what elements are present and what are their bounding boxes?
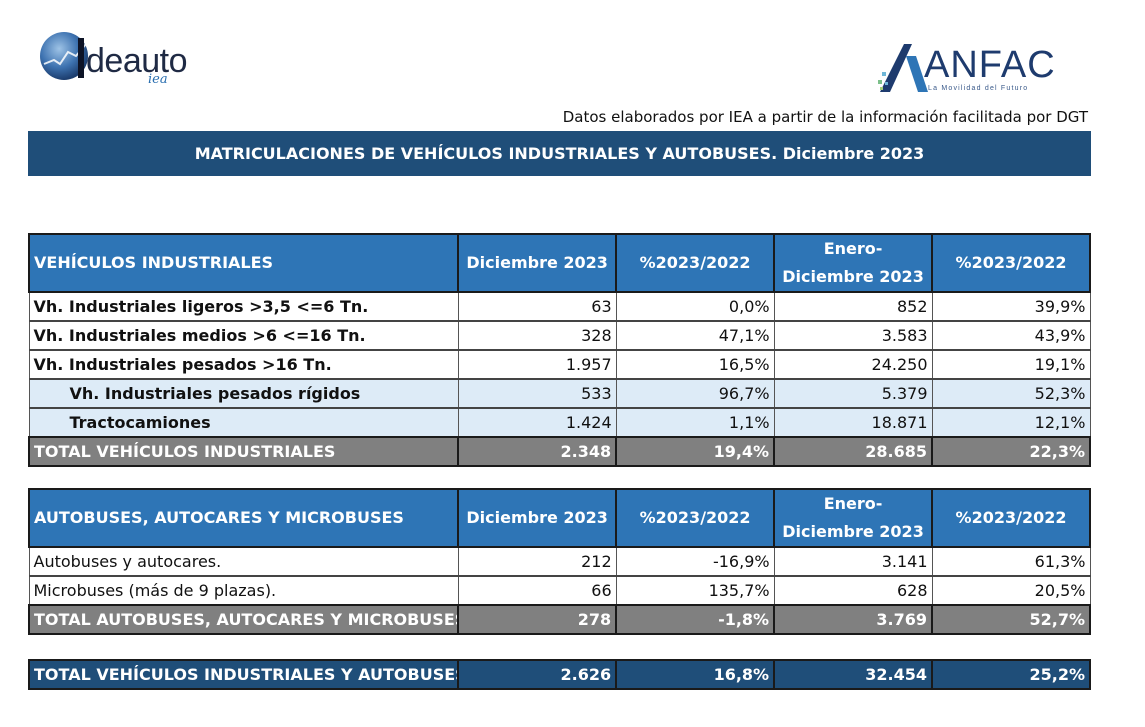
row-label: TOTAL AUTOBUSES, AUTOCARES Y MICROBUSES xyxy=(27,604,460,635)
cell-ene-dic: 32.454 xyxy=(773,659,934,690)
cell-dic: 66 xyxy=(457,575,617,606)
row-label: Autobuses y autocares. xyxy=(28,546,459,577)
table-row: Microbuses (más de 9 plazas). 66 135,7% … xyxy=(28,575,1091,606)
cell-dic: 278 xyxy=(457,604,618,635)
row-label: Tractocamiones xyxy=(28,407,459,438)
grand-total-table: TOTAL VEHÍCULOS INDUSTRIALES Y AUTOBUSES… xyxy=(27,659,1091,690)
cell-pct: 43,9% xyxy=(931,320,1091,351)
ideauto-brand: deauto xyxy=(86,42,188,80)
cell-pct: 61,3% xyxy=(931,546,1091,577)
anfac-name: ANFAC xyxy=(924,44,1056,86)
cell-dic: 1.957 xyxy=(457,349,617,380)
row-label: Vh. Industriales ligeros >3,5 <=6 Tn. xyxy=(28,291,459,322)
cell-dic: 2.348 xyxy=(457,436,618,467)
cell-pct: 22,3% xyxy=(931,436,1091,467)
industrial-vehicles-table: VEHÍCULOS INDUSTRIALES Diciembre 2023 %2… xyxy=(27,233,1091,467)
buses-table: AUTOBUSES, AUTOCARES Y MICROBUSES Diciem… xyxy=(27,488,1091,635)
column-header: Diciembre 2023 xyxy=(457,488,618,548)
table-row: Vh. Industriales pesados >16 Tn. 1.957 1… xyxy=(28,349,1091,380)
cell-ene-dic: 18.871 xyxy=(773,407,933,438)
cell-ene-dic: 3.769 xyxy=(773,604,934,635)
cell-pct: 135,7% xyxy=(615,575,775,606)
cell-dic: 2.626 xyxy=(457,659,618,690)
cell-pct: -1,8% xyxy=(615,604,776,635)
cell-ene-dic: 3.583 xyxy=(773,320,933,351)
column-header: Enero-Diciembre 2023 xyxy=(773,488,934,548)
cell-dic: 63 xyxy=(457,291,617,322)
cell-ene-dic: 852 xyxy=(773,291,933,322)
cell-pct: 47,1% xyxy=(615,320,775,351)
cell-dic: 328 xyxy=(457,320,617,351)
table-header-row: AUTOBUSES, AUTOCARES Y MICROBUSES Diciem… xyxy=(27,488,1091,548)
column-header: AUTOBUSES, AUTOCARES Y MICROBUSES xyxy=(27,488,460,548)
cell-pct: -16,9% xyxy=(615,546,775,577)
cell-pct: 16,8% xyxy=(615,659,776,690)
cell-ene-dic: 3.141 xyxy=(773,546,933,577)
anfac-logo: ANFAC La Movilidad del Futuro xyxy=(876,38,1055,98)
grand-total-row: TOTAL VEHÍCULOS INDUSTRIALES Y AUTOBUSES… xyxy=(27,659,1091,690)
table-row: Autobuses y autocares. 212 -16,9% 3.141 … xyxy=(28,546,1091,577)
cell-dic: 212 xyxy=(457,546,617,577)
globe-icon xyxy=(40,32,88,80)
table-header-row: VEHÍCULOS INDUSTRIALES Diciembre 2023 %2… xyxy=(27,233,1091,293)
cell-ene-dic: 24.250 xyxy=(773,349,933,380)
cell-pct: 96,7% xyxy=(615,378,775,409)
cell-pct: 52,3% xyxy=(931,378,1091,409)
row-label: Vh. Industriales pesados >16 Tn. xyxy=(28,349,459,380)
column-header: Diciembre 2023 xyxy=(457,233,618,293)
column-header: %2023/2022 xyxy=(931,233,1091,293)
cell-dic: 533 xyxy=(457,378,617,409)
row-label: Microbuses (más de 9 plazas). xyxy=(28,575,459,606)
column-header: Enero-Diciembre 2023 xyxy=(773,233,934,293)
cell-pct: 1,1% xyxy=(615,407,775,438)
cell-pct: 16,5% xyxy=(615,349,775,380)
source-note: Datos elaborados por IEA a partir de la … xyxy=(562,108,1088,126)
ideauto-logo: deauto iea xyxy=(36,28,206,90)
column-header: VEHÍCULOS INDUSTRIALES xyxy=(27,233,460,293)
ideauto-sub: iea xyxy=(148,72,168,87)
cell-dic: 1.424 xyxy=(457,407,617,438)
anfac-mark-icon xyxy=(878,44,928,92)
cell-pct: 19,4% xyxy=(615,436,776,467)
table-row: Vh. Industriales ligeros >3,5 <=6 Tn. 63… xyxy=(28,291,1091,322)
cell-ene-dic: 628 xyxy=(773,575,933,606)
cell-ene-dic: 28.685 xyxy=(773,436,934,467)
anfac-tagline: La Movilidad del Futuro xyxy=(928,85,1029,92)
total-row: TOTAL AUTOBUSES, AUTOCARES Y MICROBUSES … xyxy=(27,604,1091,635)
row-label: TOTAL VEHÍCULOS INDUSTRIALES Y AUTOBUSES xyxy=(27,659,460,690)
cell-pct: 52,7% xyxy=(931,604,1091,635)
total-row: TOTAL VEHÍCULOS INDUSTRIALES 2.348 19,4%… xyxy=(27,436,1091,467)
page-title: MATRICULACIONES DE VEHÍCULOS INDUSTRIALE… xyxy=(28,131,1091,176)
cell-pct: 39,9% xyxy=(931,291,1091,322)
cell-pct: 12,1% xyxy=(931,407,1091,438)
cell-pct: 19,1% xyxy=(931,349,1091,380)
row-label: Vh. Industriales medios >6 <=16 Tn. xyxy=(28,320,459,351)
table-row: Vh. Industriales medios >6 <=16 Tn. 328 … xyxy=(28,320,1091,351)
cell-pct: 25,2% xyxy=(931,659,1091,690)
cell-ene-dic: 5.379 xyxy=(773,378,933,409)
column-header: %2023/2022 xyxy=(615,488,776,548)
row-label: TOTAL VEHÍCULOS INDUSTRIALES xyxy=(27,436,460,467)
cell-pct: 20,5% xyxy=(931,575,1091,606)
cell-pct: 0,0% xyxy=(615,291,775,322)
table-row: Vh. Industriales pesados rígidos 533 96,… xyxy=(28,378,1091,409)
table-row: Tractocamiones 1.424 1,1% 18.871 12,1% xyxy=(28,407,1091,438)
column-header: %2023/2022 xyxy=(931,488,1091,548)
row-label: Vh. Industriales pesados rígidos xyxy=(28,378,459,409)
column-header: %2023/2022 xyxy=(615,233,776,293)
